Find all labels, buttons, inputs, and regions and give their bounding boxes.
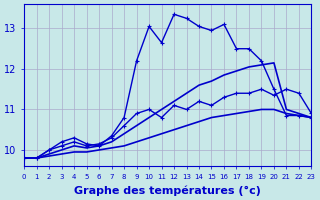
X-axis label: Graphe des températures (°c): Graphe des températures (°c) [74, 185, 261, 196]
